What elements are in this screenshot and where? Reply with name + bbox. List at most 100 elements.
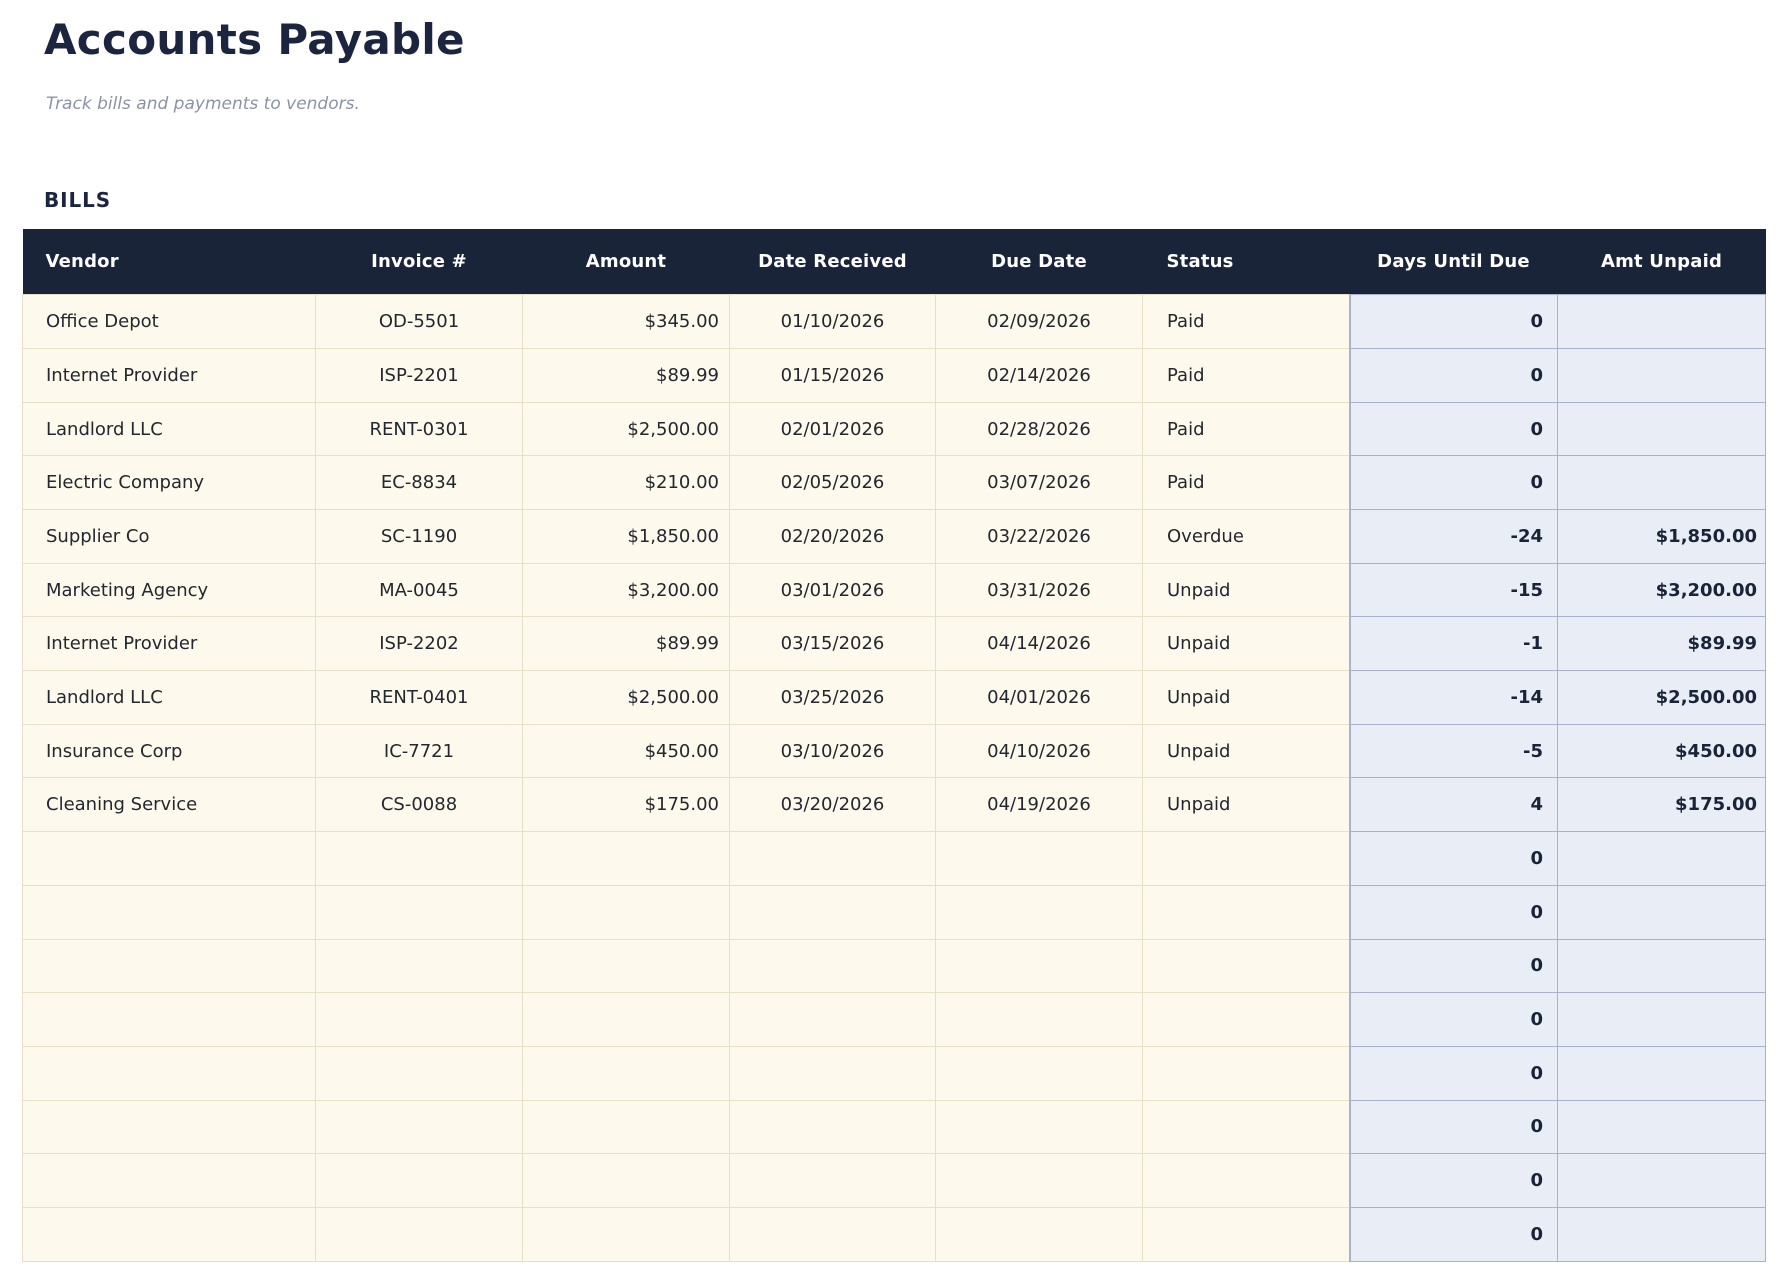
cell-amount[interactable]: $2,500.00 [522,401,730,457]
cell-invoice-number[interactable]: EC-8834 [315,455,523,511]
cell-due-date[interactable]: 02/09/2026 [935,294,1143,349]
column-header-days-until-due[interactable]: Days Until Due [1349,229,1558,295]
cell-amt-unpaid[interactable] [1557,1153,1766,1208]
cell-date-received[interactable] [729,938,936,994]
cell-amt-unpaid[interactable] [1557,347,1766,403]
cell-amt-unpaid[interactable] [1557,1099,1766,1155]
cell-amt-unpaid[interactable] [1557,1206,1766,1262]
cell-due-date[interactable]: 04/14/2026 [935,616,1143,672]
cell-status[interactable]: Unpaid [1142,670,1350,725]
cell-days-until-due[interactable]: -1 [1348,616,1558,672]
cell-invoice-number[interactable] [315,938,523,994]
cell-amount[interactable] [522,1206,730,1262]
cell-status[interactable]: Paid [1142,347,1350,403]
column-header-amt-unpaid[interactable]: Amt Unpaid [1557,229,1766,295]
cell-vendor[interactable] [22,884,316,940]
cell-amt-unpaid[interactable]: $3,200.00 [1557,562,1766,618]
cell-invoice-number[interactable] [315,1099,523,1155]
cell-vendor[interactable] [22,992,316,1047]
cell-amount[interactable] [522,1153,730,1208]
cell-amount[interactable]: $89.99 [522,347,730,403]
cell-date-received[interactable] [729,884,936,940]
cell-amt-unpaid[interactable]: $450.00 [1557,723,1766,779]
cell-days-until-due[interactable]: 0 [1348,294,1558,349]
cell-days-until-due[interactable]: -15 [1348,562,1558,618]
cell-amt-unpaid[interactable]: $175.00 [1557,777,1766,833]
cell-vendor[interactable]: Internet Provider [22,616,316,672]
cell-status[interactable]: Paid [1142,401,1350,457]
cell-due-date[interactable]: 02/14/2026 [935,347,1143,403]
cell-due-date[interactable] [935,831,1143,886]
column-header-amount[interactable]: Amount [522,229,730,295]
cell-amt-unpaid[interactable] [1557,455,1766,511]
column-header-due-date[interactable]: Due Date [935,229,1143,295]
cell-days-until-due[interactable]: 4 [1348,777,1558,833]
cell-due-date[interactable] [935,884,1143,940]
cell-due-date[interactable] [935,1045,1143,1101]
cell-days-until-due[interactable]: 0 [1348,347,1558,403]
cell-amt-unpaid[interactable]: $2,500.00 [1557,670,1766,725]
column-header-vendor[interactable]: Vendor [22,229,316,295]
cell-amt-unpaid[interactable]: $89.99 [1557,616,1766,672]
cell-days-until-due[interactable]: 0 [1348,1153,1558,1208]
cell-invoice-number[interactable]: OD-5501 [315,294,523,349]
cell-date-received[interactable]: 03/15/2026 [729,616,936,672]
cell-status[interactable]: Unpaid [1142,562,1350,618]
column-header-date-received[interactable]: Date Received [729,229,936,295]
cell-vendor[interactable]: Electric Company [22,455,316,511]
cell-invoice-number[interactable]: SC-1190 [315,509,523,564]
cell-amount[interactable]: $210.00 [522,455,730,511]
cell-amt-unpaid[interactable] [1557,294,1766,349]
cell-due-date[interactable] [935,1099,1143,1155]
cell-days-until-due[interactable]: 0 [1348,1099,1558,1155]
cell-invoice-number[interactable] [315,1206,523,1262]
cell-amount[interactable]: $89.99 [522,616,730,672]
cell-days-until-due[interactable]: -24 [1348,509,1558,564]
cell-status[interactable] [1142,884,1350,940]
cell-amt-unpaid[interactable]: $1,850.00 [1557,509,1766,564]
cell-amount[interactable]: $3,200.00 [522,562,730,618]
cell-vendor[interactable]: Landlord LLC [22,401,316,457]
cell-invoice-number[interactable]: MA-0045 [315,562,523,618]
cell-invoice-number[interactable]: RENT-0401 [315,670,523,725]
cell-invoice-number[interactable] [315,1045,523,1101]
cell-vendor[interactable]: Internet Provider [22,347,316,403]
cell-vendor[interactable]: Office Depot [22,294,316,349]
cell-vendor[interactable] [22,1099,316,1155]
cell-date-received[interactable]: 03/25/2026 [729,670,936,725]
cell-status[interactable]: Overdue [1142,509,1350,564]
cell-amt-unpaid[interactable] [1557,938,1766,994]
cell-amount[interactable]: $1,850.00 [522,509,730,564]
cell-vendor[interactable]: Landlord LLC [22,670,316,725]
cell-amt-unpaid[interactable] [1557,1045,1766,1101]
cell-amount[interactable] [522,938,730,994]
cell-days-until-due[interactable]: -5 [1348,723,1558,779]
cell-status[interactable]: Unpaid [1142,616,1350,672]
column-header-invoice-number[interactable]: Invoice # [315,229,523,295]
cell-amt-unpaid[interactable] [1557,884,1766,940]
cell-invoice-number[interactable]: ISP-2202 [315,616,523,672]
cell-amount[interactable] [522,992,730,1047]
cell-date-received[interactable]: 01/10/2026 [729,294,936,349]
cell-vendor[interactable]: Marketing Agency [22,562,316,618]
cell-vendor[interactable] [22,1206,316,1262]
cell-due-date[interactable]: 04/01/2026 [935,670,1143,725]
cell-vendor[interactable] [22,1045,316,1101]
cell-amount[interactable]: $2,500.00 [522,670,730,725]
cell-amt-unpaid[interactable] [1557,401,1766,457]
cell-status[interactable]: Paid [1142,294,1350,349]
cell-days-until-due[interactable]: 0 [1348,831,1558,886]
cell-status[interactable] [1142,938,1350,994]
cell-amount[interactable]: $450.00 [522,723,730,779]
cell-invoice-number[interactable]: ISP-2201 [315,347,523,403]
cell-status[interactable] [1142,1153,1350,1208]
cell-vendor[interactable] [22,1153,316,1208]
cell-status[interactable] [1142,1045,1350,1101]
cell-date-received[interactable] [729,831,936,886]
cell-amount[interactable] [522,884,730,940]
cell-invoice-number[interactable]: IC-7721 [315,723,523,779]
cell-amt-unpaid[interactable] [1557,992,1766,1047]
cell-amount[interactable] [522,831,730,886]
cell-amount[interactable] [522,1099,730,1155]
cell-status[interactable]: Unpaid [1142,777,1350,833]
